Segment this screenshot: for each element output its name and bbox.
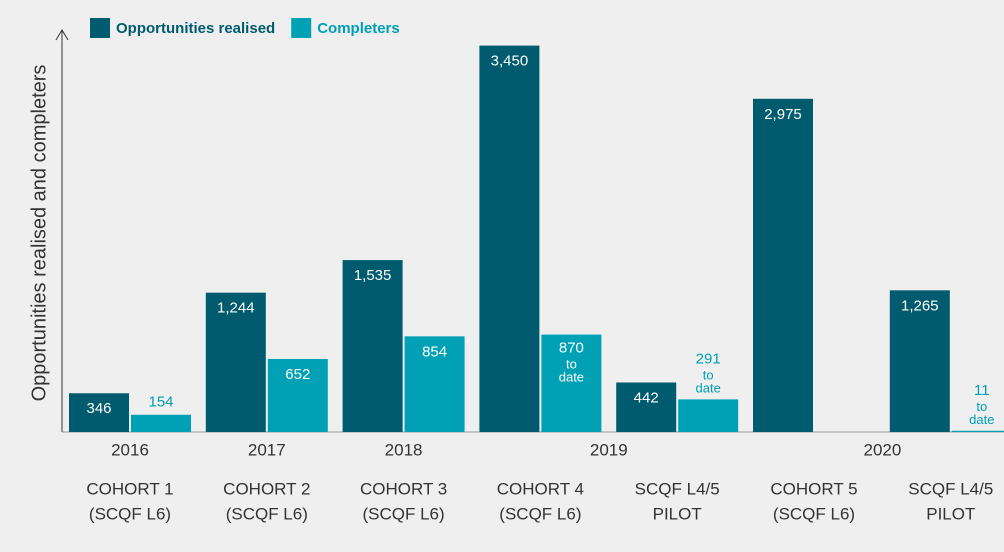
value-label: 291 to date <box>696 350 721 395</box>
x-tick-label: (SCQF L6) <box>773 504 855 523</box>
bar <box>616 382 677 432</box>
value-label: 1,265 <box>901 297 939 314</box>
bar <box>678 399 739 432</box>
y-axis-arrow <box>55 29 69 41</box>
bar <box>69 393 129 432</box>
value-label: 1,535 <box>354 267 392 284</box>
bar <box>951 430 1004 432</box>
value-label: 3,450 <box>491 53 529 70</box>
bar <box>479 45 540 432</box>
legend-swatch <box>291 18 312 38</box>
x-tick-label: SCQF L4/5 <box>635 479 720 498</box>
value-label: 2,975 <box>764 106 802 123</box>
legend-label: Completers <box>317 20 400 37</box>
year-label: 2019 <box>590 440 628 459</box>
value-label: 854 <box>422 343 447 360</box>
year-label: 2020 <box>863 440 901 459</box>
bar <box>541 334 602 432</box>
value-label: 442 <box>634 389 659 406</box>
year-label: 2018 <box>385 440 423 459</box>
bar <box>131 414 191 432</box>
y-axis-label: Opportunities realised and completers <box>28 65 50 402</box>
value-label: 11 to date <box>969 382 994 427</box>
bar <box>342 260 403 432</box>
legend-label: Opportunities realised <box>116 20 275 37</box>
bar <box>205 292 266 432</box>
x-tick-label: (SCQF L6) <box>89 504 171 523</box>
x-tick-label: COHORT 3 <box>360 479 447 498</box>
bar <box>267 358 328 432</box>
value-label: 870 to date <box>559 340 584 385</box>
x-tick-label: SCQF L4/5 <box>908 479 993 498</box>
value-label: 154 <box>148 394 173 411</box>
bar <box>404 336 465 432</box>
x-tick-label: PILOT <box>926 504 975 523</box>
x-tick-label: (SCQF L6) <box>363 504 445 523</box>
value-label: 652 <box>285 366 310 383</box>
x-tick-label: COHORT 1 <box>86 479 173 498</box>
x-tick-label: (SCQF L6) <box>226 504 308 523</box>
bar <box>889 290 950 432</box>
x-tick-label: PILOT <box>653 504 702 523</box>
value-label: 1,244 <box>217 300 255 317</box>
x-tick-label: COHORT 5 <box>770 479 857 498</box>
legend-swatch <box>90 18 110 38</box>
bar <box>753 98 813 433</box>
year-label: 2017 <box>248 440 286 459</box>
value-label: 346 <box>86 400 111 417</box>
x-tick-label: (SCQF L6) <box>499 504 581 523</box>
x-tick-label: COHORT 2 <box>223 479 310 498</box>
year-label: 2016 <box>111 440 149 459</box>
x-tick-label: COHORT 4 <box>497 479 584 498</box>
